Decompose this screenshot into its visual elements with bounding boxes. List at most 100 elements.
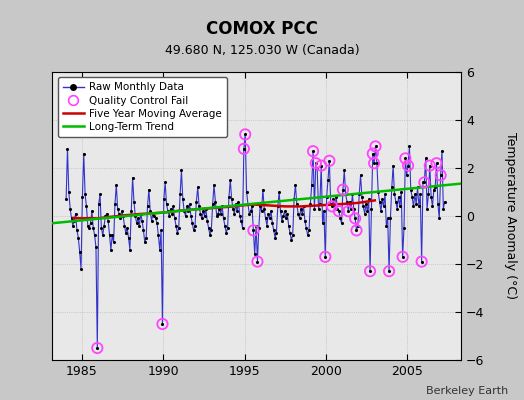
Text: 49.680 N, 125.030 W (Canada): 49.680 N, 125.030 W (Canada): [165, 44, 359, 57]
Point: [280, 208, 289, 214]
Point: [94, 201, 103, 207]
Point: [276, 208, 285, 214]
Point: [413, 184, 422, 190]
Point: [239, 146, 248, 152]
Point: [230, 210, 238, 217]
Point: [250, 251, 259, 258]
Point: [170, 215, 179, 222]
Point: [361, 210, 369, 217]
Point: [424, 191, 433, 198]
Point: [331, 206, 339, 212]
Point: [71, 210, 80, 217]
Point: [337, 220, 346, 226]
Point: [133, 220, 141, 226]
Point: [180, 208, 188, 214]
Point: [184, 208, 192, 214]
Point: [86, 220, 95, 226]
Point: [377, 208, 385, 214]
Point: [367, 206, 376, 212]
Point: [416, 191, 424, 198]
Point: [192, 198, 201, 205]
Point: [299, 203, 308, 210]
Point: [308, 182, 316, 188]
Point: [301, 218, 309, 224]
Point: [204, 225, 213, 231]
Point: [92, 244, 100, 250]
Point: [302, 225, 311, 231]
Point: [275, 189, 283, 195]
Point: [347, 206, 355, 212]
Point: [64, 189, 73, 195]
Point: [226, 177, 235, 183]
Point: [68, 215, 76, 222]
Point: [374, 189, 383, 195]
Point: [335, 208, 343, 214]
Point: [97, 225, 105, 231]
Point: [401, 155, 410, 162]
Point: [401, 155, 410, 162]
Point: [167, 206, 175, 212]
Point: [321, 254, 330, 260]
Point: [290, 196, 298, 202]
Point: [213, 213, 221, 219]
Point: [124, 234, 133, 241]
Point: [366, 268, 374, 274]
Point: [211, 198, 220, 205]
Point: [63, 146, 72, 152]
Point: [225, 194, 233, 200]
Point: [309, 148, 317, 154]
Point: [214, 210, 222, 217]
Point: [88, 208, 96, 214]
Point: [203, 218, 211, 224]
Point: [339, 186, 347, 193]
Point: [193, 184, 202, 190]
Point: [315, 201, 324, 207]
Point: [139, 227, 148, 234]
Point: [149, 210, 157, 217]
Point: [153, 220, 161, 226]
Point: [345, 198, 354, 205]
Point: [393, 206, 401, 212]
Point: [279, 213, 287, 219]
Point: [111, 201, 119, 207]
Point: [404, 162, 412, 169]
Point: [398, 254, 407, 260]
Point: [91, 232, 99, 238]
Point: [134, 215, 142, 222]
Point: [199, 208, 208, 214]
Point: [174, 225, 183, 231]
Point: [395, 194, 403, 200]
Point: [105, 232, 114, 238]
Point: [375, 198, 384, 205]
Point: [202, 206, 210, 212]
Point: [329, 196, 337, 202]
Point: [351, 215, 359, 222]
Point: [266, 215, 274, 222]
Point: [101, 213, 110, 219]
Point: [176, 191, 184, 198]
Point: [328, 203, 336, 210]
Point: [114, 206, 122, 212]
Point: [384, 215, 392, 222]
Point: [336, 215, 344, 222]
Point: [131, 213, 139, 219]
Point: [412, 201, 420, 207]
Point: [196, 210, 205, 217]
Point: [263, 222, 271, 229]
Point: [385, 268, 393, 274]
Point: [372, 143, 380, 150]
Point: [142, 234, 150, 241]
Point: [169, 203, 178, 210]
Point: [73, 227, 81, 234]
Point: [319, 220, 327, 226]
Point: [249, 227, 258, 234]
Point: [107, 246, 115, 253]
Point: [430, 186, 438, 193]
Point: [122, 230, 130, 236]
Point: [396, 203, 404, 210]
Point: [249, 227, 258, 234]
Point: [162, 201, 171, 207]
Point: [252, 222, 260, 229]
Point: [126, 246, 134, 253]
Point: [119, 213, 127, 219]
